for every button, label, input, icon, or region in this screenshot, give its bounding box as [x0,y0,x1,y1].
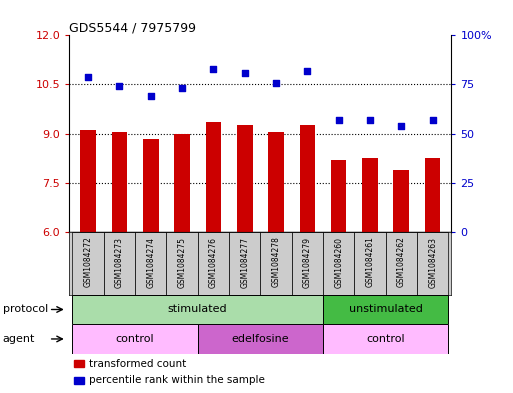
Text: GSM1084276: GSM1084276 [209,237,218,288]
Point [147,93,155,99]
Point [272,79,280,86]
Bar [104,232,135,295]
Text: percentile rank within the sample: percentile rank within the sample [89,375,265,385]
Point [334,117,343,123]
Bar [393,170,409,232]
Bar [237,125,252,232]
Bar [300,125,315,232]
Point [303,68,311,74]
Text: GSM1084262: GSM1084262 [397,237,406,288]
Bar [323,324,448,354]
Bar [417,232,448,295]
Bar [198,232,229,295]
Bar [206,122,221,232]
Bar [323,232,354,295]
Bar [261,232,292,295]
Bar [229,232,261,295]
Bar [166,232,198,295]
Text: edelfosine: edelfosine [231,334,289,344]
Bar [268,132,284,232]
Text: control: control [366,334,405,344]
Point [115,83,124,90]
Text: GSM1084263: GSM1084263 [428,237,437,288]
Text: transformed count: transformed count [89,358,186,369]
Text: GSM1084279: GSM1084279 [303,237,312,288]
Bar [292,232,323,295]
Text: GSM1084274: GSM1084274 [146,237,155,288]
Point [366,117,374,123]
Bar [143,139,159,232]
Bar [111,132,127,232]
Text: unstimulated: unstimulated [349,305,423,314]
Text: GSM1084272: GSM1084272 [84,237,92,288]
Text: stimulated: stimulated [168,305,227,314]
Bar [72,324,198,354]
Point [178,85,186,92]
Bar [331,160,346,232]
Bar [174,134,190,232]
Text: GSM1084273: GSM1084273 [115,237,124,288]
Text: GSM1084277: GSM1084277 [240,237,249,288]
Bar [323,295,448,324]
Bar [425,158,441,232]
Point [397,123,405,129]
Bar [354,232,386,295]
Bar [386,232,417,295]
Point [428,117,437,123]
Point [241,70,249,76]
Text: GSM1084278: GSM1084278 [271,237,281,288]
Point [84,73,92,80]
Text: agent: agent [3,334,35,344]
Bar [198,324,323,354]
Bar [72,232,104,295]
Point [209,66,218,72]
Bar [80,130,96,232]
Text: control: control [116,334,154,344]
Bar [72,295,323,324]
Text: GSM1084260: GSM1084260 [334,237,343,288]
Text: GSM1084275: GSM1084275 [177,237,187,288]
Bar [135,232,166,295]
Text: GSM1084261: GSM1084261 [365,237,374,288]
Bar [362,158,378,232]
Text: GDS5544 / 7975799: GDS5544 / 7975799 [69,21,196,34]
Text: protocol: protocol [3,305,48,314]
